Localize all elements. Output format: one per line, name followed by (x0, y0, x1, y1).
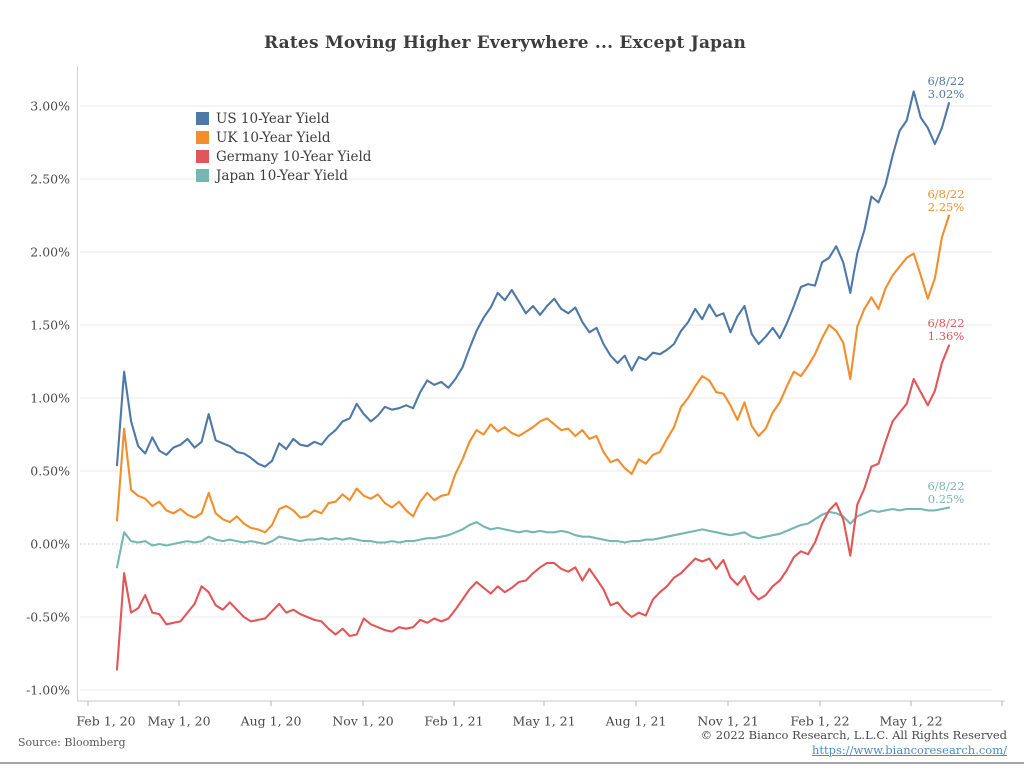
y-axis-tick-label: 1.50% (30, 318, 70, 333)
end-label-us: 6/8/22 3.02% (927, 75, 964, 101)
y-axis-tick-label: 1.00% (30, 391, 70, 406)
end-label-value: 2.25% (927, 199, 965, 214)
end-label-germany: 6/8/22 1.36% (927, 317, 964, 343)
germany-series-swatch (196, 150, 209, 163)
japan-series-swatch (196, 169, 209, 182)
end-label-japan: 6/8/22 0.25% (927, 478, 965, 506)
end-label-date: 6/8/22 (927, 186, 965, 201)
end-label-value: 3.02% (927, 87, 965, 102)
series-line-germany-10-year-yield (115, 344, 951, 671)
end-label-date: 6/8/22 (927, 478, 965, 493)
x-axis-tick-label: Aug 1, 20 (240, 714, 302, 729)
copyright-text: © 2022 Bianco Research, L.L.C. All Right… (700, 728, 1007, 742)
x-axis-tick-label: Nov 1, 21 (697, 714, 758, 729)
legend-item-us: US 10-Year Yield (196, 109, 371, 128)
x-axis-tick-label: Feb 1, 22 (790, 714, 849, 729)
y-axis-tick-label: 2.50% (30, 172, 70, 187)
end-label-date: 6/8/22 (927, 74, 965, 89)
legend-item-germany: Germany 10-Year Yield (196, 147, 371, 166)
x-axis-tick-label: May 1, 21 (512, 714, 575, 729)
x-axis-tick-label: May 1, 20 (147, 714, 210, 729)
x-axis-tick-label: Feb 1, 21 (424, 714, 483, 729)
x-axis-tick-label: Feb 1, 20 (76, 714, 135, 729)
series-line-uk-10-year-yield (115, 214, 951, 534)
legend: US 10-Year Yield UK 10-Year Yield German… (196, 109, 371, 185)
y-axis-tick-label: 3.00% (30, 99, 70, 114)
x-axis-tick-label: Nov 1, 20 (332, 714, 393, 729)
legend-item-uk: UK 10-Year Yield (196, 128, 371, 147)
footer: © 2022 Bianco Research, L.L.C. All Right… (701, 728, 1007, 757)
y-axis-tick-label: 0.50% (30, 464, 70, 479)
legend-label: Japan 10-Year Yield (216, 167, 348, 184)
x-axis-tick-label: May 1, 22 (879, 714, 942, 729)
series-line-japan-10-year-yield (115, 506, 951, 569)
legend-item-japan: Japan 10-Year Yield (196, 166, 371, 185)
y-axis-tick-label: 2.00% (30, 245, 70, 260)
copyright-link[interactable]: https://www.biancoresearch.com/ (811, 742, 1007, 757)
y-axis-tick-label: -0.50% (26, 610, 70, 625)
source-note: Source: Bloomberg (18, 736, 126, 749)
y-axis-tick-label: -1.00% (26, 683, 70, 698)
end-label-date: 6/8/22 (927, 316, 965, 331)
y-axis-tick-label: 0.00% (30, 537, 70, 552)
legend-label: Germany 10-Year Yield (216, 148, 372, 165)
end-label-value: 1.36% (927, 329, 965, 344)
series-line-us-10-year-yield (115, 90, 951, 468)
legend-label: UK 10-Year Yield (216, 129, 331, 146)
us-series-swatch (196, 112, 209, 125)
legend-label: US 10-Year Yield (216, 110, 330, 127)
end-label-uk: 6/8/22 2.25% (927, 186, 965, 214)
end-label-value: 0.25% (927, 491, 965, 506)
bottom-divider (0, 762, 1024, 764)
uk-series-swatch (196, 131, 209, 144)
chart-title: Rates Moving Higher Everywhere ... Excep… (263, 33, 747, 53)
x-axis-tick-label: Aug 1, 21 (605, 714, 667, 729)
